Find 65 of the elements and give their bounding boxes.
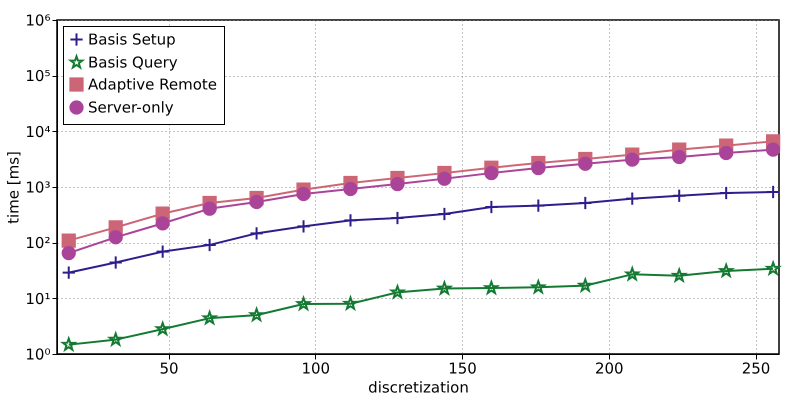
point: [484, 166, 498, 180]
point: [108, 255, 123, 270]
point: [62, 338, 76, 351]
point: [156, 244, 170, 259]
point: [672, 150, 686, 164]
point: [625, 152, 640, 167]
point: [62, 265, 76, 280]
point: [390, 176, 405, 192]
legend-label: Basis Setup: [88, 30, 176, 48]
y-tick-label: 10⁴: [25, 122, 50, 141]
point: [343, 213, 358, 228]
point: [202, 311, 216, 324]
point: [156, 322, 170, 336]
point: [531, 198, 546, 213]
point: [532, 280, 546, 294]
y-tick-label: 10⁰: [25, 346, 50, 364]
point: [343, 182, 358, 196]
legend-label: Basis Query: [88, 54, 178, 72]
point: [390, 210, 405, 226]
point: [672, 268, 686, 282]
point: [625, 192, 640, 206]
point: [578, 196, 592, 210]
point: [484, 280, 498, 294]
point: [202, 202, 217, 216]
x-axis-title: discretization: [368, 378, 469, 396]
point: [719, 146, 734, 160]
x-tick-label: 250: [742, 360, 770, 378]
point: [62, 246, 76, 260]
y-tick-label: 10³: [25, 178, 50, 196]
y-tick-label: 10²: [25, 234, 50, 252]
point: [249, 226, 264, 240]
point: [62, 233, 76, 248]
point: [438, 281, 452, 294]
x-tick-label: 100: [301, 360, 330, 378]
point: [202, 238, 217, 252]
x-tick-label: 50: [159, 360, 179, 378]
legend-label: Server-only: [88, 98, 174, 116]
point: [296, 186, 311, 202]
point: [249, 194, 264, 210]
y-tick-label: 10⁵: [25, 67, 50, 86]
x-tick-label: 150: [448, 360, 477, 378]
x-tick-label: 200: [594, 360, 624, 378]
legend-label: Adaptive Remote: [88, 76, 218, 94]
point: [719, 264, 733, 277]
point: [437, 172, 452, 186]
point: [578, 156, 592, 171]
point: [766, 142, 780, 157]
point: [344, 296, 358, 310]
point: [296, 296, 310, 310]
point: [484, 200, 498, 214]
y-axis-title: time [ms]: [4, 151, 22, 224]
point: [156, 216, 170, 230]
point: [672, 188, 686, 203]
point: [108, 230, 123, 244]
y-tick-label: 10¹: [25, 290, 50, 308]
point: [531, 160, 546, 176]
point: [766, 262, 780, 275]
point: [719, 186, 734, 200]
point: [625, 267, 640, 280]
point: [390, 285, 404, 298]
point: [296, 219, 311, 234]
point: [766, 184, 780, 200]
y-tick-label: 10⁶: [25, 12, 50, 30]
point: [437, 206, 452, 222]
point: [250, 308, 264, 322]
